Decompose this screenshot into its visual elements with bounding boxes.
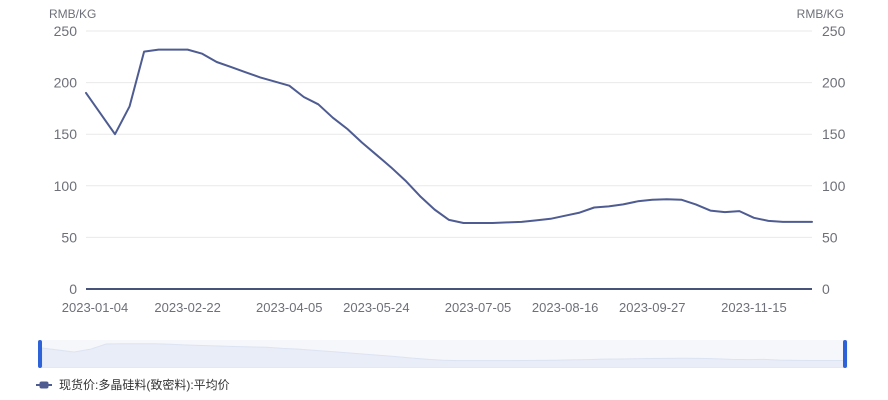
y-axis-tick-label-left: 0 — [69, 281, 77, 297]
legend-item-label: 现货价:多晶硅料(致密料):平均价 — [59, 378, 230, 392]
y-axis-tick-label-left: 200 — [54, 75, 78, 91]
price-series-line — [85, 48, 813, 224]
y-axis-name-left: RMB/KG — [49, 7, 97, 21]
legend-item-spot-price[interactable]: 现货价:多晶硅料(致密料):平均价 — [36, 377, 230, 393]
y-axis-name-right: RMB/KG — [796, 7, 844, 21]
y-axis-tick-label-left: 50 — [61, 229, 77, 245]
navigator-area — [41, 343, 845, 368]
x-axis-tick-label: 2023-05-24 — [343, 300, 410, 315]
data-zoom-right-handle[interactable] — [843, 340, 847, 368]
y-axis-tick-label-left: 100 — [54, 178, 78, 194]
data-zoom-shadow-area — [41, 343, 845, 368]
y-axis-tick-label-right: 150 — [822, 126, 846, 142]
x-axis-tick-label: 2023-08-16 — [532, 300, 599, 315]
x-axis-tick-label: 2023-02-22 — [154, 300, 221, 315]
y-axis-tick-label-right: 200 — [822, 75, 846, 91]
x-axis-tick-label: 2023-01-04 — [62, 300, 129, 315]
x-axis-tick-label: 2023-09-27 — [619, 300, 686, 315]
x-axis-tick-label: 2023-11-15 — [721, 300, 787, 315]
x-axis-tick-label: 2023-07-05 — [445, 300, 512, 315]
legend-marker-glyph — [39, 381, 49, 389]
y-axis-tick-label-right: 250 — [822, 23, 846, 39]
x-axis-tick-label: 2023-04-05 — [256, 300, 323, 315]
y-axis-tick-label-right: 100 — [822, 178, 846, 194]
y-axis-tick-label-right: 0 — [822, 281, 830, 297]
y-axis-tick-label-left: 150 — [54, 126, 78, 142]
y-axis-tick-label-left: 250 — [54, 23, 78, 39]
data-zoom-slider[interactable] — [38, 340, 848, 368]
price-line-chart: 0 0 50 50 100 100 150 150 200 200 250 250 2023-01-04… — [54, 23, 846, 315]
y-axis-tick-label-right: 50 — [822, 229, 838, 245]
data-zoom-left-handle[interactable] — [38, 340, 42, 368]
line-series-legend-icon — [36, 381, 52, 389]
